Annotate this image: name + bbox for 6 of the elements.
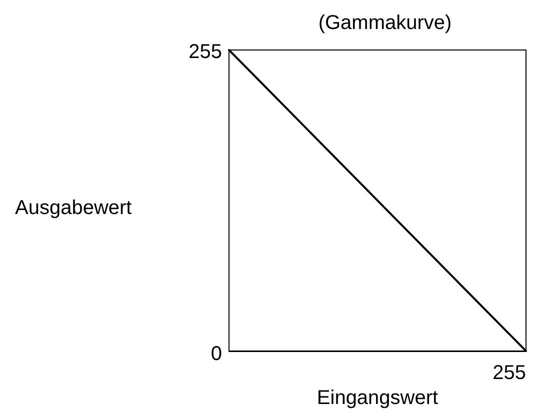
y-axis-title: Ausgabewert [15,197,132,219]
annotation: 255 [188,41,222,63]
text: 255 [492,362,526,384]
chart-title: (Gammakurve) [318,12,452,34]
annotation: 0 [210,343,222,365]
x-axis-title: Eingangswert [316,387,439,409]
